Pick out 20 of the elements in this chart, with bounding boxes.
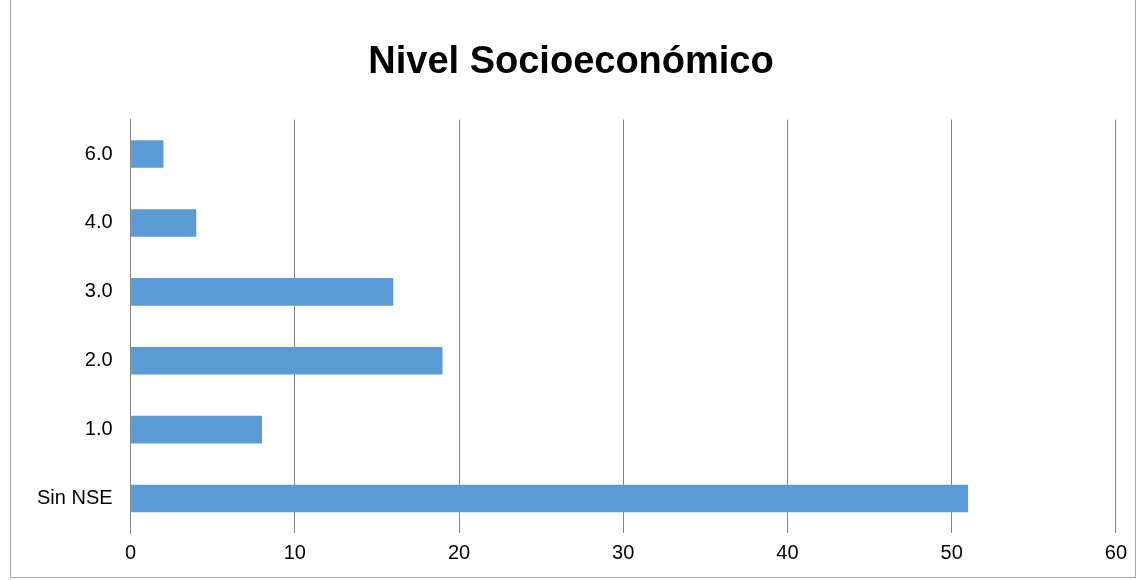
x-tick-label: 0: [125, 540, 137, 563]
y-tick-label: 4.0: [84, 210, 113, 233]
x-tick-label: 30: [612, 540, 635, 563]
x-tick-label: 20: [447, 540, 471, 563]
y-tick-label: Sin NSE: [36, 486, 113, 509]
y-tick-label: 1.0: [84, 417, 113, 440]
x-tick-label: 40: [776, 540, 799, 563]
bar: [131, 278, 394, 306]
y-tick-label: 6.0: [84, 141, 113, 164]
chart-title: Nivel Socioeconómico: [368, 39, 774, 82]
bar: [131, 209, 197, 237]
x-tick-label: 10: [283, 540, 306, 563]
bar: [131, 346, 443, 375]
bar: [131, 415, 262, 444]
x-tick-label: 50: [940, 540, 963, 563]
bar: [131, 484, 969, 513]
y-tick-label: 2.0: [84, 348, 113, 371]
y-tick-label: 3.0: [84, 279, 113, 302]
x-tick-label: 60: [1104, 540, 1127, 563]
bar: [131, 140, 164, 168]
